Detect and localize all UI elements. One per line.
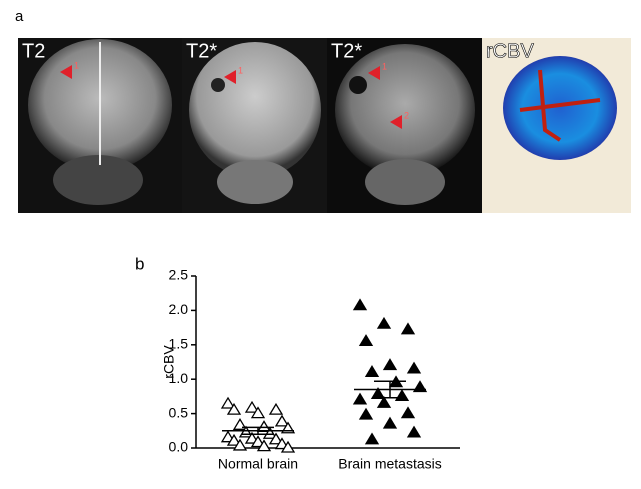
y-tick-label: 1.5 xyxy=(169,336,189,352)
data-point xyxy=(406,361,422,374)
y-tick-label: 2.0 xyxy=(169,301,189,317)
data-point xyxy=(376,316,392,329)
data-point xyxy=(268,432,284,445)
arrow-label: 1 xyxy=(74,60,79,70)
data-point xyxy=(400,406,416,419)
image-title: T2* xyxy=(331,40,362,62)
data-point xyxy=(220,396,236,409)
data-point xyxy=(268,402,284,415)
image-title: T2* xyxy=(186,40,217,62)
y-tick-label: 2.5 xyxy=(169,267,189,283)
rcbv-map xyxy=(482,38,631,213)
data-point xyxy=(256,420,272,433)
arrow-label: 1 xyxy=(382,61,387,71)
data-point xyxy=(274,414,290,427)
data-point xyxy=(364,365,380,377)
panel-label: b xyxy=(135,254,144,273)
arrow xyxy=(368,66,380,80)
data-point xyxy=(256,439,272,452)
data-point xyxy=(250,406,266,419)
data-point xyxy=(226,402,242,415)
data-point xyxy=(352,298,368,311)
data-point xyxy=(352,392,368,405)
x-tick-label: Brain metastasis xyxy=(338,456,441,472)
data-point xyxy=(364,432,380,445)
data-point xyxy=(226,433,242,446)
data-point xyxy=(232,438,248,451)
panel-label: a xyxy=(15,8,24,25)
arrow xyxy=(390,115,402,129)
y-tick-label: 0.5 xyxy=(169,404,189,420)
data-point xyxy=(376,396,392,408)
image-title: rCBV xyxy=(486,40,534,62)
mri-image xyxy=(327,38,482,213)
data-point xyxy=(382,416,398,429)
image-title: T2 xyxy=(22,40,45,62)
data-point xyxy=(244,400,260,413)
mri-image xyxy=(18,38,182,213)
arrow-label: 1 xyxy=(238,65,243,75)
data-point xyxy=(382,358,398,371)
y-axis-label: rCBV xyxy=(161,345,177,379)
data-point xyxy=(358,334,374,347)
arrow-label: 2 xyxy=(404,110,409,120)
y-tick-label: 1.0 xyxy=(169,370,189,386)
data-point xyxy=(262,426,278,439)
arrow xyxy=(60,65,72,79)
data-point xyxy=(280,440,296,453)
y-tick-label: 0.0 xyxy=(169,439,189,455)
data-point xyxy=(394,389,410,402)
data-point xyxy=(250,435,266,448)
data-point xyxy=(358,407,374,420)
data-point xyxy=(400,322,416,335)
data-point xyxy=(406,425,422,438)
arrow xyxy=(224,70,236,84)
mri-image xyxy=(182,38,327,213)
x-tick-label: Normal brain xyxy=(218,456,298,472)
